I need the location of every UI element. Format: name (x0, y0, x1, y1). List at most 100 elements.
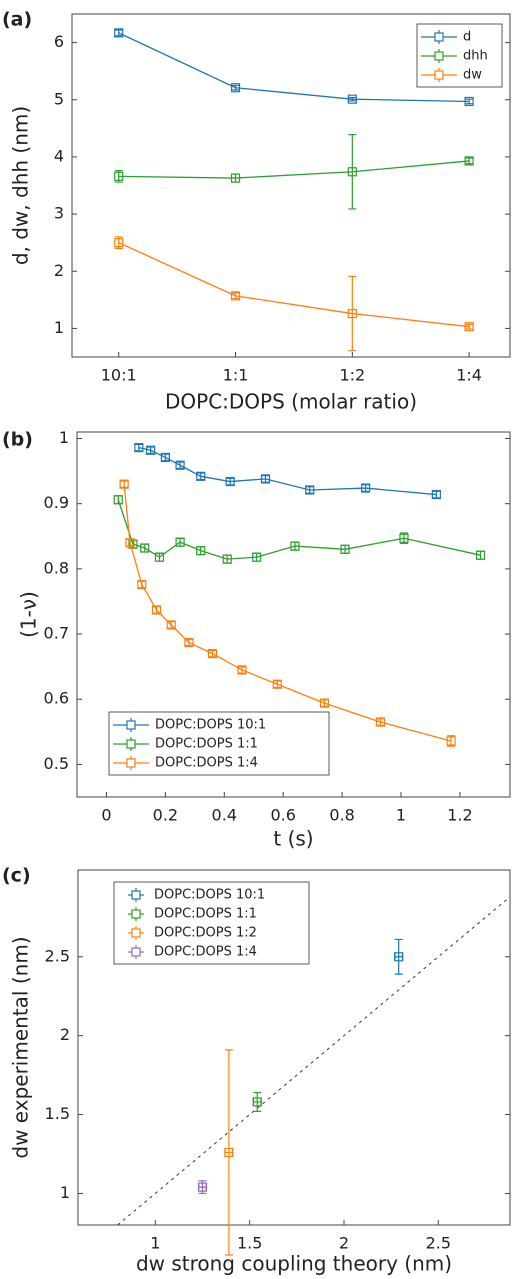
marker (260, 474, 271, 484)
legend-label: DOPC:DOPS 1:1 (155, 737, 258, 752)
error-bar (348, 275, 357, 352)
y-tick-label: 0.8 (44, 558, 69, 577)
identity-line (117, 896, 511, 1226)
marker (196, 471, 206, 481)
x-tick-label: 0.4 (212, 806, 237, 825)
error-bar (134, 443, 143, 452)
marker (230, 83, 241, 93)
marker (114, 171, 124, 181)
x-tick-label: 1:1 (223, 366, 249, 385)
error-bar (465, 157, 474, 165)
x-tick-label: 1:4 (456, 366, 482, 385)
error-bar (231, 84, 240, 91)
y-tick-label: 1 (59, 428, 69, 447)
y-tick-label: 1 (54, 318, 64, 337)
axes-box (76, 431, 511, 798)
x-tick-label: 0.6 (270, 806, 295, 825)
marker (125, 538, 135, 548)
marker (431, 489, 441, 500)
marker (175, 537, 185, 547)
marker (114, 28, 124, 38)
legend-marker (131, 928, 141, 938)
y-axis-label: (1-ν) (17, 591, 41, 638)
y-tick-label: 0.9 (44, 493, 69, 512)
legend: d dhh dw (416, 23, 503, 88)
marker (340, 544, 350, 554)
marker (175, 460, 185, 470)
series-line (118, 242, 470, 328)
legend-marker (434, 51, 444, 61)
y-tick-label: 2 (54, 261, 64, 280)
legend-box (113, 881, 310, 965)
panel-label: (c) (2, 865, 31, 887)
y-tick-label: 2 (60, 1025, 70, 1044)
marker (375, 717, 385, 727)
error-bar (126, 538, 135, 547)
legend-label: dw (463, 68, 482, 83)
y-tick-label: 1.5 (45, 1104, 70, 1123)
marker (252, 552, 262, 562)
y-tick-label: 2.5 (45, 946, 70, 965)
legend: DOPC:DOPS 10:1 DOPC:DOPS 1:1 DOPC:DOPS 1:4 (108, 711, 330, 776)
x-axis-label: DOPC:DOPS (molar ratio) (165, 390, 417, 414)
legend-label: DOPC:DOPS 1:2 (154, 926, 257, 941)
marker (475, 550, 486, 560)
error-bar (320, 699, 329, 708)
legend-marker (434, 70, 444, 80)
error-bar (196, 546, 205, 556)
marker (184, 637, 194, 648)
series (252, 1091, 262, 1112)
y-tick-label: 5 (54, 89, 64, 108)
error-bar (376, 718, 385, 726)
series-line (117, 499, 481, 560)
marker (347, 167, 357, 177)
marker (119, 479, 129, 489)
legend-label: DOPC:DOPS 1:4 (155, 756, 258, 771)
x-tick-label: 1:2 (339, 366, 365, 385)
series (114, 28, 474, 107)
y-tick-label: 3 (54, 204, 64, 223)
x-tick-label: 1.2 (447, 806, 472, 825)
error-bar (231, 292, 240, 300)
x-axis-label: t (s) (273, 827, 313, 851)
legend-marker (126, 720, 136, 730)
y-tick-label: 4 (54, 146, 64, 165)
x-tick-label: 1 (396, 806, 406, 825)
error-bar (226, 477, 235, 486)
series (119, 479, 456, 747)
legend-label: DOPC:DOPS 10:1 (155, 718, 266, 733)
error-bar (120, 480, 129, 489)
error-bar (348, 134, 357, 210)
marker (305, 485, 315, 495)
error-bar (152, 606, 161, 614)
marker (224, 1147, 234, 1158)
series (197, 1180, 208, 1195)
y-axis-label: dw experimental (nm) (9, 936, 33, 1158)
series-line (123, 484, 452, 742)
axes-box (77, 869, 511, 1226)
legend-label: dhh (463, 49, 488, 64)
error-bar (167, 621, 176, 629)
marker (146, 445, 156, 455)
marker (290, 541, 300, 551)
marker (113, 495, 123, 505)
marker (464, 156, 474, 166)
error-bar (305, 486, 314, 494)
marker (272, 679, 282, 689)
marker (140, 543, 150, 553)
legend-marker (434, 32, 444, 42)
y-axis-label: d, dw, dhh (nm) (9, 106, 33, 265)
error-bar (361, 484, 370, 492)
error-bar (237, 666, 246, 674)
legend-marker (126, 739, 136, 749)
legend-marker (131, 909, 141, 919)
axes-box (71, 13, 511, 358)
series-line (118, 160, 470, 179)
legend-label: d (463, 30, 471, 45)
x-tick-label: 2 (339, 1234, 349, 1253)
x-tick-label: 1 (150, 1234, 160, 1253)
error-bar (114, 495, 123, 505)
marker (399, 533, 409, 543)
legend-marker (126, 758, 136, 768)
marker (319, 698, 330, 708)
